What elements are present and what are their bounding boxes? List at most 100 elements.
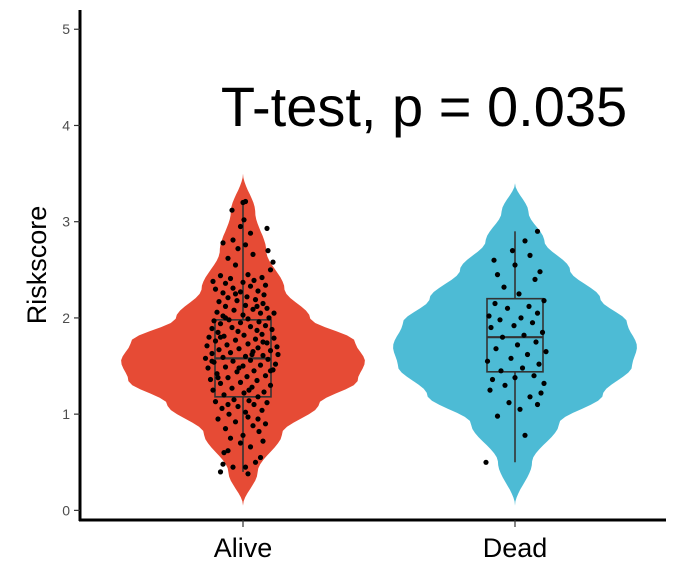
data-point <box>512 262 518 268</box>
data-point <box>267 382 274 388</box>
data-point <box>215 329 221 335</box>
data-point <box>499 334 506 340</box>
data-point <box>256 319 262 325</box>
data-point <box>534 310 541 316</box>
data-point <box>214 371 220 377</box>
data-point <box>267 267 274 273</box>
data-point <box>269 326 275 333</box>
data-point <box>221 392 227 398</box>
data-point <box>219 405 225 411</box>
data-point <box>262 282 269 288</box>
data-point <box>227 350 234 356</box>
data-point <box>250 306 256 312</box>
data-point <box>220 240 226 246</box>
y-tick-label: 4 <box>62 117 70 133</box>
data-point <box>272 361 279 367</box>
data-point <box>245 471 251 477</box>
data-point <box>524 351 531 358</box>
data-point <box>266 315 272 321</box>
data-point <box>236 365 242 371</box>
data-point <box>242 242 249 248</box>
data-point <box>247 283 254 289</box>
data-point <box>543 349 549 355</box>
data-point <box>204 343 210 349</box>
data-point <box>244 294 250 300</box>
data-point <box>484 358 491 364</box>
data-point <box>240 363 246 369</box>
data-point <box>538 390 544 396</box>
data-point <box>274 344 280 350</box>
data-point <box>241 390 247 396</box>
data-point <box>486 313 492 319</box>
data-point <box>262 421 269 427</box>
data-point <box>240 279 246 285</box>
data-point <box>241 332 247 338</box>
data-point <box>229 385 235 391</box>
data-point <box>509 248 516 254</box>
data-point <box>487 387 493 393</box>
data-point <box>220 354 226 360</box>
data-point <box>216 347 222 353</box>
data-point <box>222 315 229 321</box>
data-point <box>232 291 239 297</box>
data-point <box>206 334 212 340</box>
data-point <box>260 352 266 359</box>
data-point <box>493 346 499 352</box>
data-point <box>255 394 261 400</box>
data-point <box>231 307 237 313</box>
data-point <box>254 303 260 309</box>
data-point <box>220 461 226 467</box>
data-point <box>252 297 259 303</box>
data-point <box>255 416 261 422</box>
data-point <box>225 401 231 408</box>
data-point <box>226 411 232 417</box>
data-point <box>262 373 269 379</box>
data-point <box>271 310 277 316</box>
data-point <box>229 324 235 331</box>
data-point <box>216 299 222 305</box>
data-point <box>217 321 224 327</box>
data-point <box>214 309 220 315</box>
ttest-annotation: T-test, p = 0.035 <box>221 75 627 138</box>
data-point <box>231 397 237 403</box>
violin-alive <box>121 173 365 506</box>
data-point <box>252 459 259 465</box>
data-point <box>215 416 221 422</box>
data-point <box>502 382 508 388</box>
data-point <box>532 276 538 282</box>
data-point <box>215 375 221 381</box>
data-point <box>230 237 236 243</box>
data-point <box>265 356 271 362</box>
data-point <box>498 368 504 374</box>
y-ticks: 0 1 2 3 4 5 <box>62 21 80 518</box>
data-point <box>237 440 244 446</box>
data-point <box>247 357 254 363</box>
data-point <box>267 368 274 374</box>
data-point <box>250 423 256 429</box>
data-point <box>207 376 214 383</box>
data-point <box>539 329 546 335</box>
data-point <box>534 228 541 234</box>
data-point <box>236 346 242 352</box>
data-point <box>209 350 215 357</box>
data-point <box>230 285 236 291</box>
data-point <box>222 303 229 309</box>
data-point <box>264 400 270 406</box>
data-point <box>205 365 211 371</box>
x-tick-label-dead: Dead <box>483 533 548 563</box>
data-point <box>247 230 254 236</box>
data-point <box>237 223 244 230</box>
data-point <box>270 259 276 265</box>
data-point <box>260 438 266 444</box>
data-point <box>212 399 219 405</box>
data-point <box>232 337 239 343</box>
data-point <box>225 375 231 381</box>
data-point <box>264 340 270 346</box>
data-point <box>235 246 241 252</box>
data-point <box>245 316 251 322</box>
data-point <box>506 400 512 406</box>
data-point <box>491 257 497 263</box>
data-point <box>209 358 215 364</box>
data-point <box>512 375 518 381</box>
